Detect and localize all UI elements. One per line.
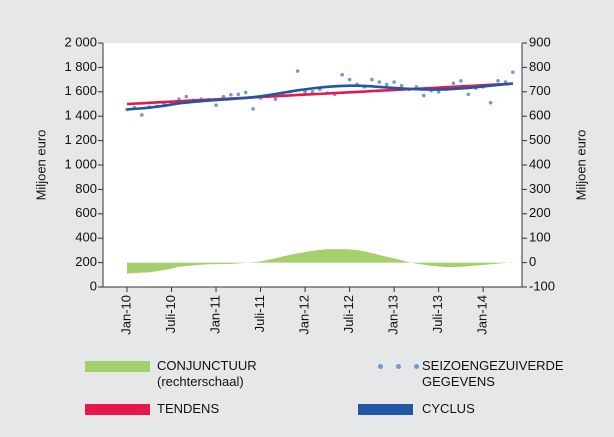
point <box>370 77 374 82</box>
plot-area <box>103 43 522 287</box>
line <box>126 82 513 111</box>
legend-label: TENDENS <box>157 401 220 416</box>
point <box>422 93 426 98</box>
point <box>273 97 278 101</box>
point <box>295 69 300 73</box>
point <box>377 80 382 84</box>
legend-label: CONJUNCTUUR (rechterschaal) <box>157 358 257 389</box>
point <box>459 79 463 83</box>
point <box>451 81 456 86</box>
point <box>214 103 218 108</box>
y2-axis-label: Miljoen euro <box>573 130 588 201</box>
y2-tick-label: 400 <box>529 156 551 171</box>
x-tick-label: Jan-13 <box>386 295 401 335</box>
y-tick-label: 800 <box>75 181 97 196</box>
x-tick-label: Jan-10 <box>118 295 133 335</box>
legend-swatch <box>396 364 401 369</box>
legend-label: CYCLUS <box>422 401 475 416</box>
x-tick-label: Jan-14 <box>475 295 490 335</box>
legend-swatch <box>414 364 419 369</box>
point <box>511 70 515 75</box>
point <box>399 83 404 88</box>
chart: Miljoen euro Miljoen euro 0 200 400 600 800 1… <box>33 34 588 335</box>
legend-swatch <box>85 361 150 372</box>
y2-tick-label: 600 <box>529 108 551 123</box>
y-axis-label: Miljoen euro <box>33 130 48 201</box>
y-tick-label: 0 <box>90 278 97 293</box>
point <box>310 90 315 94</box>
y-tick-label: 1 600 <box>64 83 97 98</box>
y2-tick-label: 300 <box>529 181 551 196</box>
x-tick-label: Juli-10 <box>163 295 178 333</box>
point <box>229 93 233 97</box>
legend-swatch <box>358 404 413 415</box>
y-tick-label: 400 <box>75 230 97 245</box>
y-tick-label: 1 400 <box>64 108 97 123</box>
point <box>488 100 493 105</box>
y2-tick-label: 800 <box>529 59 551 74</box>
x-tick-label: Juli-11 <box>252 295 267 332</box>
y2-tick-label: 500 <box>529 132 551 147</box>
point <box>340 72 344 77</box>
y-tick-label: 1 800 <box>64 59 97 74</box>
point <box>303 90 307 94</box>
point <box>392 80 396 84</box>
y-tick-label: 1 000 <box>64 156 97 171</box>
legend-label: SEIZOENGEZUIVERDE GEGEVENS <box>422 358 564 389</box>
point <box>243 90 248 95</box>
y2-tick-label: 700 <box>529 83 551 98</box>
y-tick-label: 200 <box>75 254 97 269</box>
y-tick-label: 1 200 <box>64 132 97 147</box>
point <box>466 92 471 97</box>
legend-swatch <box>85 404 150 415</box>
y2-tick-label: -100 <box>529 278 555 293</box>
y-tick-label: 2 000 <box>64 34 97 49</box>
point <box>347 77 352 82</box>
y2-tick-label: 900 <box>529 34 551 49</box>
point <box>496 79 500 83</box>
y2-tick-label: 100 <box>529 230 551 245</box>
x-tick-label: Juli-13 <box>430 295 445 333</box>
y-tick-label: 600 <box>75 205 97 220</box>
line <box>126 82 513 106</box>
x-tick-label: Juli-12 <box>341 295 356 333</box>
x-tick-label: Jan-11 <box>207 295 222 334</box>
point <box>236 92 241 97</box>
legend-swatch <box>378 364 383 369</box>
area <box>127 249 513 274</box>
x-tick-label: Jan-12 <box>297 295 312 335</box>
point <box>140 113 144 117</box>
y2-tick-label: 200 <box>529 205 551 220</box>
point <box>384 82 389 87</box>
y2-tick-label: 0 <box>529 254 536 269</box>
point <box>251 107 255 111</box>
point <box>184 94 189 99</box>
